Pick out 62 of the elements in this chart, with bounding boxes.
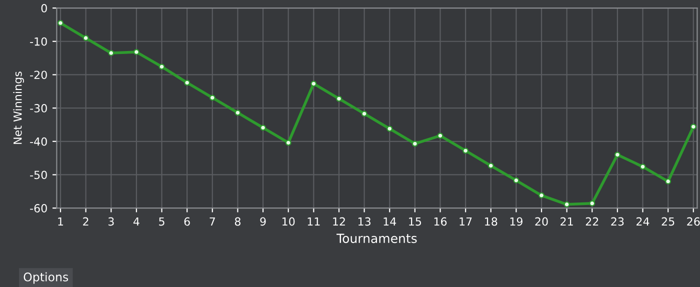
y-axis-title: Net Winnings	[13, 72, 24, 144]
x-tick-label: 8	[234, 217, 240, 226]
y-tick-label: -20	[30, 70, 47, 80]
point	[614, 152, 620, 158]
point	[310, 80, 317, 87]
point	[184, 80, 190, 86]
point	[209, 94, 216, 101]
y-tick-label: -50	[30, 170, 47, 180]
point	[108, 50, 114, 56]
point	[158, 64, 165, 70]
x-tick-label: 7	[210, 217, 215, 226]
point	[690, 124, 696, 130]
point	[386, 126, 393, 132]
y-tick-label: -30	[30, 104, 47, 112]
point	[589, 200, 596, 206]
x-tick-label: 21	[560, 217, 573, 226]
point	[58, 20, 64, 26]
x-tick-label: 26	[687, 217, 700, 226]
point	[564, 201, 570, 208]
x-tick-label: 20	[535, 217, 548, 226]
y-tick-label: -60	[30, 204, 47, 212]
x-tick-label: 13	[358, 217, 370, 226]
point	[260, 124, 266, 131]
point	[538, 192, 544, 198]
x-tick-label: 1	[58, 217, 64, 226]
x-tick-label: 24	[636, 217, 650, 226]
x-tick-label: 2	[83, 217, 88, 226]
x-tick-label: 11	[308, 217, 320, 226]
point	[82, 35, 89, 42]
point	[665, 178, 672, 184]
point	[285, 140, 292, 146]
x-tick-label: 15	[409, 217, 422, 226]
x-tick-label: 4	[133, 217, 140, 226]
x-tick-label: 19	[510, 217, 522, 226]
y-tick-label: 0	[41, 4, 47, 12]
point	[412, 140, 418, 147]
x-tick-label: 17	[460, 217, 472, 226]
y-tick-label: -10	[30, 37, 47, 46]
x-tick-label: 6	[184, 217, 190, 226]
x-tick-label: 23	[611, 217, 624, 226]
y-tick-label: -40	[30, 137, 47, 146]
point	[488, 162, 494, 169]
x-tick-label: 14	[384, 217, 396, 226]
x-tick-label: 5	[159, 217, 164, 226]
x-tick-label: 18	[485, 217, 498, 226]
point	[640, 164, 646, 170]
x-tick-label: 9	[260, 217, 266, 226]
x-tick-label: 16	[434, 217, 447, 226]
text: Options	[24, 272, 68, 284]
x-tick-label: 25	[662, 217, 674, 226]
x-axis-title: Tournaments	[336, 234, 417, 244]
point	[133, 49, 140, 56]
point	[462, 148, 469, 154]
point	[336, 96, 342, 102]
x-tick-label: 12	[333, 217, 345, 226]
point	[361, 110, 368, 117]
point	[513, 177, 520, 184]
x-tick-label: 10	[282, 217, 295, 226]
point	[437, 132, 444, 139]
x-tick-label: 3	[108, 217, 114, 226]
x-tick-label: 22	[586, 217, 598, 226]
point	[234, 110, 241, 116]
